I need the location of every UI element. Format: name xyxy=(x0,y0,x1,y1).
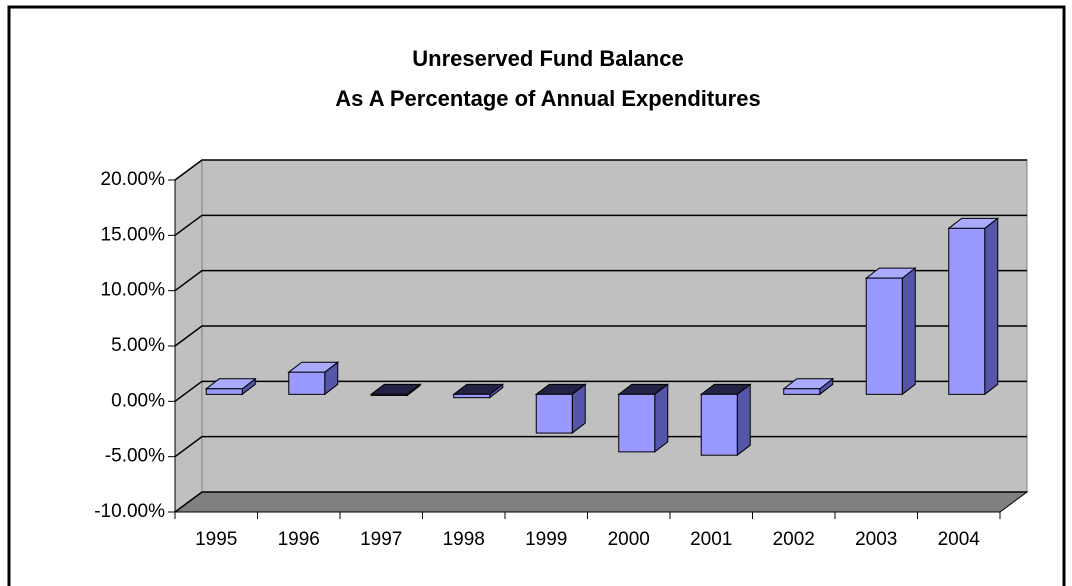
grid-line xyxy=(174,159,1027,181)
bar xyxy=(618,393,656,453)
grid-line xyxy=(174,435,1027,458)
grid-line xyxy=(174,325,1027,347)
bar-side xyxy=(901,267,916,396)
y-tick-label: 20.00% xyxy=(101,169,166,190)
grid-line xyxy=(174,269,1027,292)
bar xyxy=(948,227,986,395)
bar xyxy=(535,393,573,434)
bar xyxy=(288,371,326,395)
bar-side xyxy=(984,217,999,396)
bar xyxy=(783,388,821,395)
bar xyxy=(865,277,903,395)
x-tick-label: 2002 xyxy=(773,529,815,550)
floor xyxy=(173,491,1029,513)
x-tick-label: 2001 xyxy=(690,529,732,550)
bar-side xyxy=(654,383,669,453)
bar-side xyxy=(736,383,751,457)
chart-title: Unreserved Fund Balance xyxy=(412,46,683,71)
x-tick-label: 1999 xyxy=(525,529,567,550)
bar xyxy=(700,393,738,456)
chart-border xyxy=(7,5,1066,586)
grid-line xyxy=(174,380,1027,402)
x-tick-label: 2000 xyxy=(608,529,650,550)
x-tick-label: 1996 xyxy=(278,529,320,550)
y-tick-label: 5.00% xyxy=(111,335,165,356)
bar xyxy=(205,388,243,395)
grid-line xyxy=(174,214,1027,236)
x-tick-label: 2004 xyxy=(938,529,981,550)
grid-line xyxy=(174,491,1027,513)
bar xyxy=(370,393,408,396)
chart-subtitle: As A Percentage of Annual Expenditures xyxy=(335,86,760,111)
y-tick-label: -5.00% xyxy=(105,446,165,467)
y-tick-label: 15.00% xyxy=(101,224,166,245)
y-tick-label: 10.00% xyxy=(101,280,166,301)
x-tick-label: 1997 xyxy=(360,529,402,550)
x-tick-label: 1995 xyxy=(195,529,237,550)
x-tick-label: 1998 xyxy=(443,529,485,550)
x-tick-label: 2003 xyxy=(855,529,897,550)
y-tick-label: -10.00% xyxy=(94,501,165,522)
y-tick-label: 0.00% xyxy=(111,390,165,411)
bar xyxy=(453,393,491,399)
